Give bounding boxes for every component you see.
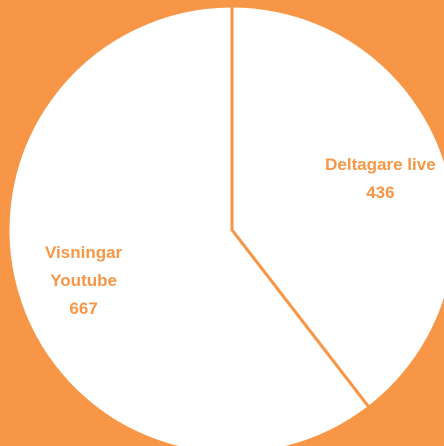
pie-slice: [6, 4, 372, 446]
category-label: Visningar Youtube: [45, 242, 123, 290]
slice-label: Visningar Youtube 667: [34, 239, 134, 323]
slice-label: Deltagare live 436: [300, 151, 444, 207]
value-label: 436: [366, 183, 395, 203]
category-label: Deltagare live: [325, 155, 436, 175]
value-label: 667: [69, 298, 98, 318]
